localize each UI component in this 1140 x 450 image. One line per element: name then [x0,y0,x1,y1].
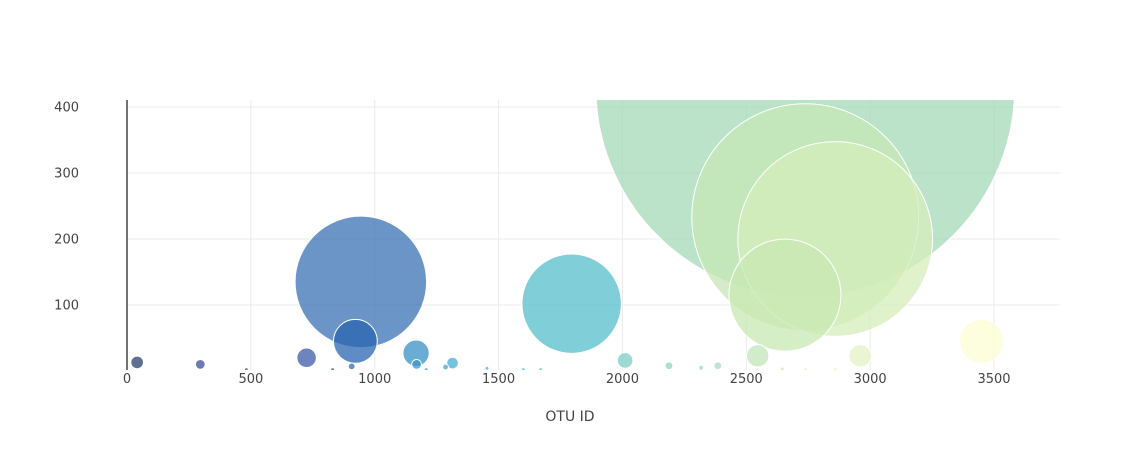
bubble-point [848,344,872,368]
bubble-point [959,318,1005,364]
x-tick-label: 1000 [358,372,391,387]
y-tick-label: 400 [54,101,79,116]
x-axis-label: OTU ID [545,409,594,425]
x-tick-label: 2000 [606,372,639,387]
x-tick-label: 2500 [730,372,763,387]
x-tick-label: 1500 [482,372,515,387]
bubble-point [521,253,622,354]
tick-layer: 0 500 1000 1500 2000 2500 3000 3500 100 200 300 400 [54,101,1010,388]
bubble-point [446,356,459,370]
bubble-point [442,363,449,370]
bubble-point [194,359,206,370]
x-tick-label: 0 [123,372,131,387]
bubble-point [664,361,674,370]
x-tick-label: 3500 [977,372,1010,387]
y-tick-label: 100 [54,299,79,314]
bubble-point [243,367,249,370]
bubble-point [538,367,544,370]
bubble-point [713,361,723,370]
bubble-point [616,352,634,369]
bubble-point [296,347,317,369]
bubble-point [130,355,144,370]
x-tick-label: 500 [238,372,263,387]
bubble-point [745,344,770,368]
bubble-point [423,367,429,370]
bubble-point [520,367,526,370]
bubble-point [779,366,785,370]
bubble-point [411,359,422,370]
bubble-point [347,362,356,370]
bubble-point [484,365,490,370]
x-tick-label: 3000 [854,372,887,387]
bubble-point [832,367,838,370]
bubble-point [698,364,705,370]
bubble-layer [130,100,1015,370]
bubble-point [330,367,336,370]
y-tick-label: 300 [54,167,79,182]
bubble-point [728,238,842,352]
y-tick-label: 200 [54,233,79,248]
bubble-point [803,367,809,370]
bubble-point [332,318,378,364]
